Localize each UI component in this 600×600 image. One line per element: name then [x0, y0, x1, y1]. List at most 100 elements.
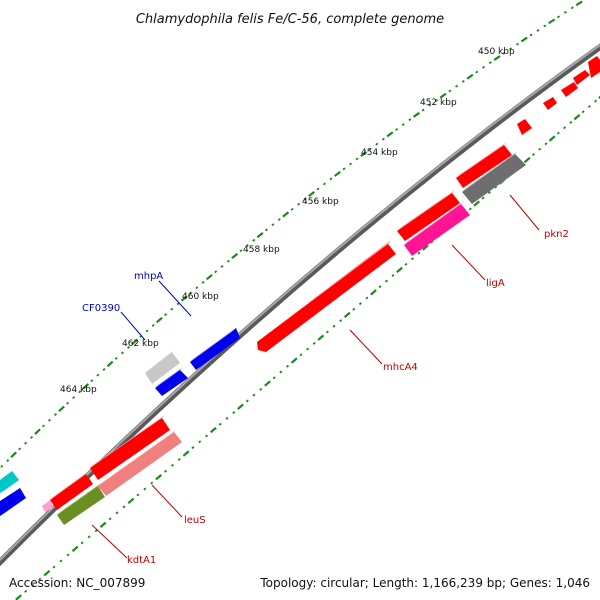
scale-dot [569, 120, 573, 124]
gene-feature-red-small[interactable] [50, 471, 93, 510]
scale-dot [115, 511, 119, 515]
scale-dot [378, 285, 382, 289]
scale-dot [31, 583, 35, 587]
scale-dot [502, 51, 506, 55]
scale-dot [127, 345, 131, 349]
tick-label-462: 462 kbp [122, 339, 159, 349]
scale-dot [487, 191, 491, 195]
scale-dot [290, 207, 294, 211]
scale-dot [151, 324, 155, 327]
gene-label-pkn2[interactable]: pkn2 [544, 229, 569, 240]
gene-feature[interactable] [561, 82, 578, 97]
scale-dot [428, 103, 432, 107]
scale-dot [410, 257, 414, 261]
scale-dot [30, 435, 34, 439]
scale-dot [220, 265, 224, 268]
scale-dot [131, 338, 139, 346]
tick-label-452: 452 kbp [420, 98, 457, 108]
scale-dot [396, 266, 403, 274]
tick-labels: 450 kbp 452 kbp 454 kbp 456 kbp 458 kbp … [60, 47, 515, 395]
gene-feature[interactable] [588, 56, 600, 78]
gene-feature-blue-edge[interactable] [0, 488, 26, 516]
scale-dot [114, 356, 118, 360]
scale-dot [180, 295, 188, 302]
scale-dot [481, 65, 485, 69]
scale-dot [80, 541, 84, 545]
scale-dot [210, 426, 217, 434]
scale-dot [548, 135, 556, 142]
gene-feature-pink-tiny[interactable] [42, 500, 53, 512]
gene-feature-leuS[interactable] [98, 429, 182, 496]
scale-dot [42, 424, 45, 428]
scale-dot [245, 399, 249, 403]
gene-label-ligA[interactable]: ligA [486, 278, 505, 289]
scale-dot [206, 273, 213, 281]
scale-dot [252, 393, 256, 397]
scale-dot [214, 270, 218, 274]
scale-dot [316, 187, 320, 191]
scale-dot [102, 368, 106, 371]
scale-dot [87, 535, 91, 539]
scale-dot [593, 99, 597, 103]
scale-dot [90, 379, 94, 383]
tick-label-450: 450 kbp [478, 47, 515, 57]
scale-dot [557, 15, 561, 19]
scale-dot [422, 244, 429, 251]
gene-label-kdtA1[interactable]: kdtA1 [127, 555, 156, 566]
scale-dot [391, 274, 395, 277]
scale-dot [286, 364, 290, 368]
gene-feature-ligA[interactable] [404, 201, 470, 256]
gene-feature-lightgray[interactable] [145, 349, 180, 384]
gene-feature-CF0390[interactable] [155, 367, 188, 396]
genome-title: Chlamydophila felis Fe/C-56, complete ge… [136, 12, 444, 27]
scale-dot [538, 147, 542, 151]
scale-dot [24, 589, 28, 593]
scale-dot [349, 162, 353, 166]
scale-dot [587, 104, 591, 108]
scale-dot [548, 18, 556, 25]
scale-dot [72, 396, 76, 400]
genome-summary-text: Topology: circular; Length: 1,166,239 bp… [260, 576, 590, 590]
gene-features [0, 56, 600, 525]
scale-dot [299, 353, 303, 357]
scale-dot [317, 334, 325, 341]
gene-feature-mhcA4[interactable] [257, 240, 396, 352]
gene-feature[interactable] [517, 119, 532, 135]
scale-dot [370, 289, 377, 296]
scale-dot [0, 464, 4, 468]
scale-dot [96, 373, 100, 377]
scale-dot [10, 451, 17, 458]
gene-label-mhpA[interactable]: mhpA [134, 271, 163, 282]
gene-feature-red[interactable] [397, 190, 460, 241]
gene-feature-pkn2[interactable] [462, 151, 526, 204]
scale-dot [375, 142, 379, 146]
scale-dot [365, 296, 369, 300]
leader-mhcA4 [349, 329, 383, 365]
scale-dot [481, 196, 485, 200]
scale-dot [325, 330, 329, 334]
scale-dot [225, 416, 229, 420]
scale-dot [176, 302, 180, 306]
gene-feature-pkn2-neighbor[interactable] [456, 142, 512, 188]
gene-feature-red-lower[interactable] [90, 415, 170, 480]
scale-dot [163, 469, 167, 473]
scale-dot [66, 553, 70, 557]
gene-feature-cyan[interactable] [0, 471, 19, 493]
scale-dot [468, 207, 472, 211]
gene-label-CF0390[interactable]: CF0390 [82, 303, 120, 314]
scale-dot [417, 251, 421, 255]
gene-label-leuS[interactable]: leuS [184, 515, 206, 526]
gene-feature-mhpA[interactable] [190, 328, 240, 370]
scale-dot [306, 347, 310, 351]
scale-dot [529, 33, 533, 37]
scale-dot [509, 47, 513, 51]
scale-dot [48, 418, 51, 422]
gene-label-mhcA4[interactable]: mhcA4 [383, 362, 418, 373]
gene-feature[interactable] [543, 97, 557, 110]
scale-dot [245, 244, 249, 247]
scale-dot [136, 493, 140, 497]
gene-feature[interactable] [573, 70, 590, 85]
accession-text: Accession: NC_007899 [9, 576, 146, 590]
scale-dot [239, 249, 243, 253]
gene-feature-kdtA1[interactable] [57, 483, 105, 525]
